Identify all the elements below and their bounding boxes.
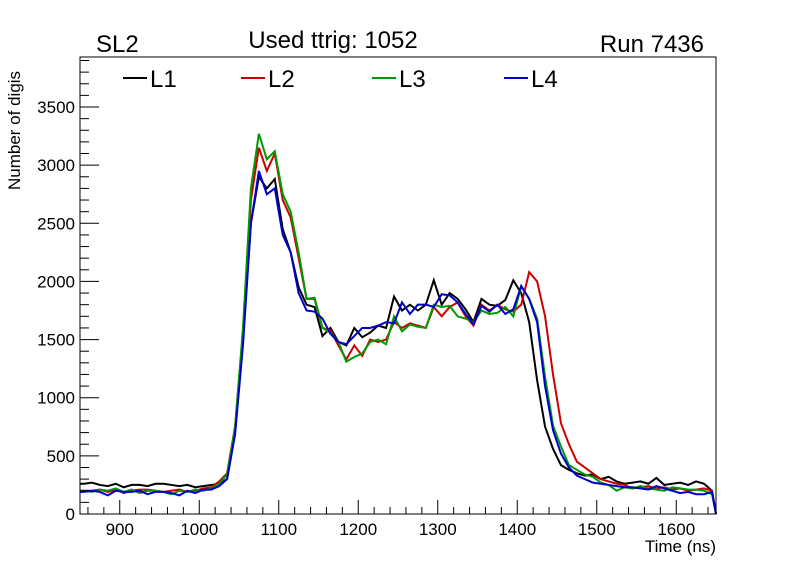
legend: L1 L2 L3 L4 bbox=[123, 66, 558, 93]
label-left: SL2 bbox=[96, 31, 139, 58]
axes-layer: 900 1000 1100 1200 1300 1400 1500 1600 0 500 1000 1… bbox=[37, 59, 709, 539]
plot-frame bbox=[79, 56, 717, 515]
y-axis-label: Number of digis bbox=[5, 71, 24, 190]
x-axis-label: Time (ns) bbox=[645, 537, 716, 556]
x-tick-label: 1300 bbox=[419, 520, 457, 539]
x-tick-label: 900 bbox=[106, 520, 134, 539]
y-tick-label: 1000 bbox=[37, 389, 75, 408]
series-line-l3 bbox=[80, 133, 717, 515]
series-line-l4 bbox=[80, 170, 717, 515]
x-tick-label: 1100 bbox=[260, 520, 297, 539]
y-tick-label: 500 bbox=[47, 447, 75, 466]
curves-layer bbox=[80, 133, 717, 515]
y-tick-label: 0 bbox=[66, 505, 75, 524]
x-tick-label: 1000 bbox=[180, 520, 218, 539]
series-line-l1 bbox=[80, 174, 717, 515]
y-tick-label: 1500 bbox=[37, 331, 75, 350]
y-tick-label: 2500 bbox=[37, 214, 75, 233]
x-tick-label: 1600 bbox=[657, 520, 695, 539]
legend-label-l1: L1 bbox=[150, 66, 177, 93]
chart-title: Used ttrig: 1052 bbox=[248, 27, 417, 54]
y-tick-label: 2000 bbox=[37, 272, 75, 291]
x-tick-label: 1500 bbox=[578, 520, 616, 539]
legend-label-l2: L2 bbox=[268, 66, 295, 93]
legend-label-l4: L4 bbox=[531, 66, 558, 93]
legend-label-l3: L3 bbox=[399, 66, 426, 93]
x-tick-label: 1400 bbox=[498, 520, 536, 539]
y-tick-label: 3500 bbox=[37, 98, 75, 117]
x-tick-label: 1200 bbox=[339, 520, 377, 539]
y-tick-label: 3000 bbox=[37, 156, 75, 175]
series-line-l2 bbox=[80, 147, 717, 515]
label-right: Run 7436 bbox=[600, 31, 704, 58]
